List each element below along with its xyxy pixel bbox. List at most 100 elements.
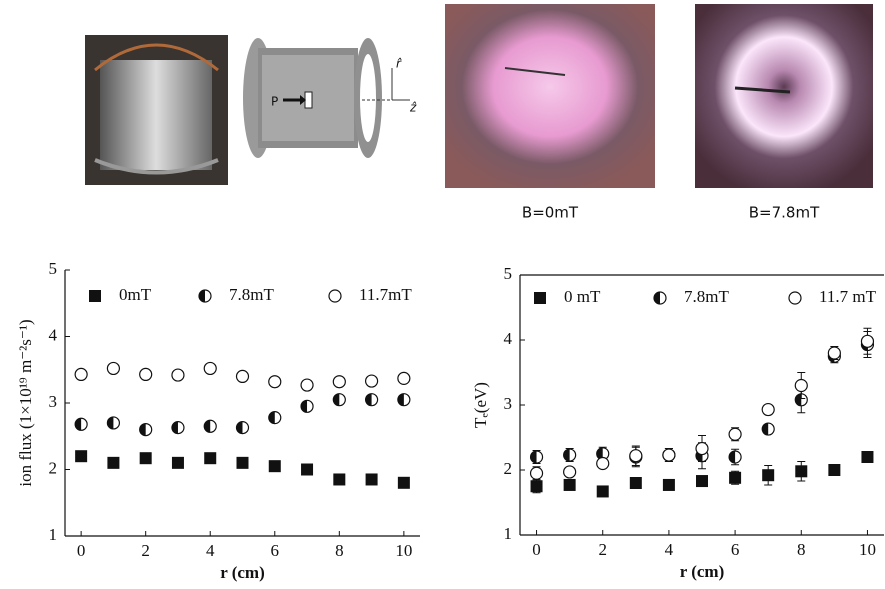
marker xyxy=(237,422,249,434)
legend-label: 11.7mT xyxy=(359,285,412,304)
marker-square xyxy=(140,452,152,464)
marker-circle xyxy=(329,290,341,302)
marker-square xyxy=(75,450,87,462)
legend-label: 7.8mT xyxy=(684,287,729,306)
y-tick-label: 1 xyxy=(49,525,58,544)
caption: B=7.8mT xyxy=(749,204,820,222)
marker-half xyxy=(140,424,146,436)
marker-half xyxy=(333,394,339,406)
x-tick-label: 0 xyxy=(77,541,86,560)
x-tick-label: 4 xyxy=(665,540,674,559)
marker-square xyxy=(366,473,378,485)
marker xyxy=(199,290,211,302)
marker xyxy=(172,457,184,469)
marker xyxy=(398,372,410,384)
marker-square xyxy=(89,290,101,302)
marker xyxy=(204,420,216,432)
marker xyxy=(333,394,345,406)
marker xyxy=(89,290,101,302)
y-axis-title: ion flux (1×10¹⁹ m⁻²s⁻¹) xyxy=(16,319,35,486)
marker-circle xyxy=(531,467,543,479)
marker xyxy=(366,375,378,387)
marker xyxy=(597,458,609,470)
figure: P r̂ ẑ B=0mT B=7.8mT 123450246810r (cm)i… xyxy=(0,0,885,589)
marker-square xyxy=(531,480,543,492)
marker xyxy=(75,450,87,462)
photo-7.8mT xyxy=(695,4,873,188)
marker xyxy=(329,290,341,302)
marker-square xyxy=(861,451,873,463)
marker xyxy=(204,452,216,464)
x-tick-label: 0 xyxy=(532,540,541,559)
marker xyxy=(663,479,675,491)
marker xyxy=(564,479,576,491)
y-axis-title: Tₑ(eV) xyxy=(471,382,490,428)
marker xyxy=(729,472,741,484)
marker-circle xyxy=(663,449,675,461)
marker xyxy=(534,292,546,304)
marker-circle xyxy=(789,292,801,304)
marker xyxy=(398,477,410,489)
marker xyxy=(531,467,543,479)
marker xyxy=(654,292,666,304)
marker xyxy=(301,400,313,412)
marker xyxy=(663,449,675,461)
r-label: r̂ xyxy=(396,57,402,71)
marker xyxy=(301,464,313,476)
legend-label: 7.8mT xyxy=(229,285,274,304)
y-tick-label: 2 xyxy=(504,459,513,478)
marker xyxy=(140,424,152,436)
x-tick-label: 6 xyxy=(271,541,280,560)
marker-half xyxy=(301,400,307,412)
x-axis-title: r (cm) xyxy=(680,562,725,581)
marker xyxy=(237,457,249,469)
y-tick-label: 3 xyxy=(49,392,58,411)
y-tick-label: 5 xyxy=(504,264,513,283)
marker xyxy=(333,376,345,388)
photo-0mT xyxy=(445,4,655,188)
marker-square xyxy=(828,464,840,476)
marker-half xyxy=(269,412,275,424)
y-tick-label: 1 xyxy=(504,524,513,543)
y-tick-label: 4 xyxy=(504,329,513,348)
marker-half xyxy=(172,422,178,434)
marker-half xyxy=(564,449,570,461)
marker xyxy=(597,485,609,497)
marker-square xyxy=(564,479,576,491)
marker xyxy=(301,379,313,391)
x-tick-label: 4 xyxy=(206,541,215,560)
marker-square xyxy=(172,457,184,469)
x-tick-label: 10 xyxy=(859,540,876,559)
marker-square xyxy=(333,473,345,485)
marker xyxy=(564,449,576,461)
x-tick-label: 8 xyxy=(797,540,806,559)
marker-half xyxy=(762,423,768,435)
marker-half xyxy=(729,451,735,463)
marker xyxy=(107,362,119,374)
marker-half xyxy=(795,394,801,406)
marker-circle xyxy=(762,404,774,416)
legend-label: 0 mT xyxy=(564,287,601,306)
marker xyxy=(630,450,642,462)
marker-square xyxy=(237,457,249,469)
marker xyxy=(531,451,543,463)
photo-apparatus xyxy=(85,35,228,185)
marker-circle xyxy=(140,368,152,380)
marker-circle xyxy=(630,450,642,462)
y-tick-label: 4 xyxy=(49,325,58,344)
marker-square xyxy=(762,469,774,481)
marker xyxy=(762,423,774,435)
legend-label: 0mT xyxy=(119,285,152,304)
marker-circle xyxy=(828,347,840,359)
marker xyxy=(172,369,184,381)
marker xyxy=(828,347,840,359)
marker xyxy=(861,335,873,347)
marker xyxy=(828,464,840,476)
marker-circle xyxy=(729,428,741,440)
marker-square xyxy=(795,465,807,477)
marker-square xyxy=(269,460,281,472)
marker xyxy=(762,404,774,416)
marker xyxy=(762,469,774,481)
marker-square xyxy=(534,292,546,304)
marker xyxy=(140,452,152,464)
